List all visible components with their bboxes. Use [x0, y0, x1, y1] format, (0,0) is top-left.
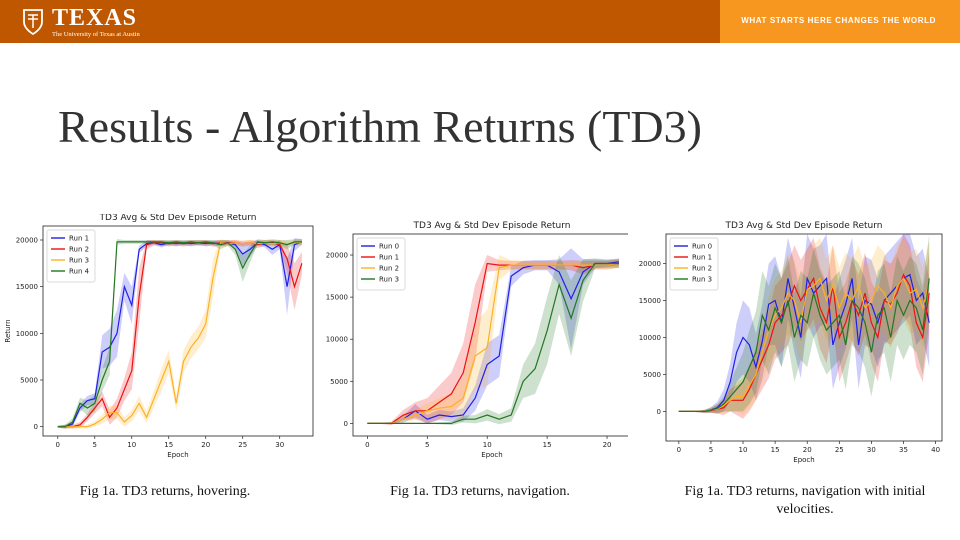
x-axis-label: Epoch [481, 451, 502, 459]
std-band-2 [678, 237, 930, 416]
x-tick-label: 10 [483, 441, 492, 449]
legend-label: Run 1 [692, 254, 712, 262]
y-tick-label: 15000 [16, 283, 38, 291]
std-band-0 [678, 234, 930, 414]
std-band-3 [57, 239, 302, 429]
chart-navigation-velocities: TD3 Avg & Std Dev Episode Return 0 5 10 15 20… [626, 214, 946, 469]
x-tick-label: 20 [803, 446, 812, 454]
series-line-3 [367, 262, 619, 424]
x-tick-label: 30 [275, 441, 284, 449]
y-tick-label: 20000 [16, 237, 38, 245]
legend-label: Run 0 [379, 243, 399, 251]
brand-name: TEXAS [52, 4, 138, 31]
x-tick-label: 25 [238, 441, 247, 449]
series-line-1 [367, 262, 620, 424]
caption-navigation-velocities: Fig 1a. TD3 returns, navigation with ini… [684, 484, 926, 517]
x-tick-label: 35 [899, 446, 908, 454]
legend-label: Run 0 [692, 243, 712, 251]
x-tick-label: 40 [931, 446, 940, 454]
y-tick-label: 10000 [16, 330, 38, 338]
chart-hovering: TD3 Avg & Std Dev Episode Return 0 5 10 15 20… [0, 214, 315, 469]
plot-frame [42, 225, 314, 437]
series-line-3 [678, 278, 930, 412]
y-tick-label: 0 [344, 420, 348, 428]
y-tick-label: 20000 [639, 260, 661, 268]
chart-title: TD3 Avg & Std Dev Episode Return [725, 221, 883, 231]
std-band-2 [57, 239, 302, 429]
university-logo: TEXAS The University of Texas at Austin [22, 4, 140, 40]
chart-navigation: TD3 Avg & Std Dev Episode Return 0 5 10 15 20… [318, 214, 628, 469]
brand-subtitle: The University of Texas at Austin [52, 30, 140, 38]
plot-frame [352, 233, 628, 437]
series-line-2 [367, 262, 620, 424]
chart-svg: TD3 Avg & Std Dev Episode Return 0 5 10 15 20… [4, 214, 314, 459]
x-tick-label: 0 [677, 446, 681, 454]
series-line-1 [678, 273, 930, 412]
legend-label: Run 3 [69, 257, 89, 265]
y-tick-label: 15000 [639, 297, 661, 305]
series-line-2 [57, 242, 302, 428]
series-line-3 [57, 241, 302, 428]
x-tick-label: 25 [835, 446, 844, 454]
tagline: WHAT STARTS HERE CHANGES THE WORLD [741, 16, 936, 25]
chart-title: TD3 Avg & Std Dev Episode Return [99, 214, 257, 223]
x-tick-label: 15 [543, 441, 552, 449]
y-tick-label: 10000 [326, 336, 348, 344]
chart-svg: TD3 Avg & Std Dev Episode Return 0 5 10 15 20… [326, 221, 628, 459]
x-tick-label: 0 [365, 441, 369, 449]
x-tick-label: 15 [164, 441, 173, 449]
legend-label: Run 2 [69, 246, 89, 254]
x-tick-label: 5 [425, 441, 429, 449]
y-tick-label: 20000 [326, 252, 348, 260]
legend-box [356, 237, 406, 291]
y-tick-label: 0 [657, 408, 661, 416]
x-axis-label: Epoch [793, 456, 814, 464]
x-tick-label: 10 [127, 441, 136, 449]
std-band-1 [678, 234, 930, 419]
series-line-0 [367, 261, 620, 424]
x-axis-label: Epoch [167, 451, 188, 459]
legend-label: Run 3 [379, 276, 399, 284]
legend-label: Run 1 [69, 235, 89, 243]
x-tick-label: 0 [56, 441, 60, 449]
legend-label: Run 4 [69, 268, 90, 276]
plot-area [367, 248, 620, 426]
plot-area [678, 234, 930, 419]
y-tick-label: 5000 [643, 371, 661, 379]
y-tick-label: 10000 [639, 334, 661, 342]
legend-box [669, 237, 719, 291]
x-tick-label: 20 [201, 441, 210, 449]
x-tick-label: 5 [709, 446, 713, 454]
y-tick-label: 15000 [326, 294, 348, 302]
y-axis-label: Return [4, 319, 12, 342]
chart-title: TD3 Avg & Std Dev Episode Return [413, 221, 571, 231]
chart-svg: TD3 Avg & Std Dev Episode Return 0 5 10 15 20… [639, 221, 943, 464]
shield-icon [23, 9, 43, 36]
y-tick-label: 0 [34, 423, 38, 431]
std-band-3 [678, 234, 930, 413]
legend-label: Run 3 [692, 276, 712, 284]
slide-title: Results - Algorithm Returns (TD3) [58, 101, 702, 152]
legend-label: Run 2 [379, 265, 399, 273]
series-line-2 [678, 277, 930, 412]
caption-navigation: Fig 1a. TD3 returns, navigation. [390, 484, 570, 499]
y-tick-label: 5000 [330, 378, 348, 386]
legend-box [46, 229, 96, 283]
legend-label: Run 1 [379, 254, 399, 262]
legend-label: Run 2 [692, 265, 712, 273]
std-band-0 [57, 238, 302, 429]
y-tick-label: 5000 [20, 377, 38, 385]
x-tick-label: 15 [771, 446, 780, 454]
x-tick-label: 5 [93, 441, 97, 449]
plot-area [57, 238, 303, 429]
x-tick-label: 20 [603, 441, 612, 449]
header-tagline-panel [720, 0, 960, 43]
x-tick-label: 30 [867, 446, 876, 454]
std-band-2 [367, 255, 619, 425]
x-tick-label: 10 [739, 446, 748, 454]
caption-hovering: Fig 1a. TD3 returns, hovering. [79, 484, 251, 499]
